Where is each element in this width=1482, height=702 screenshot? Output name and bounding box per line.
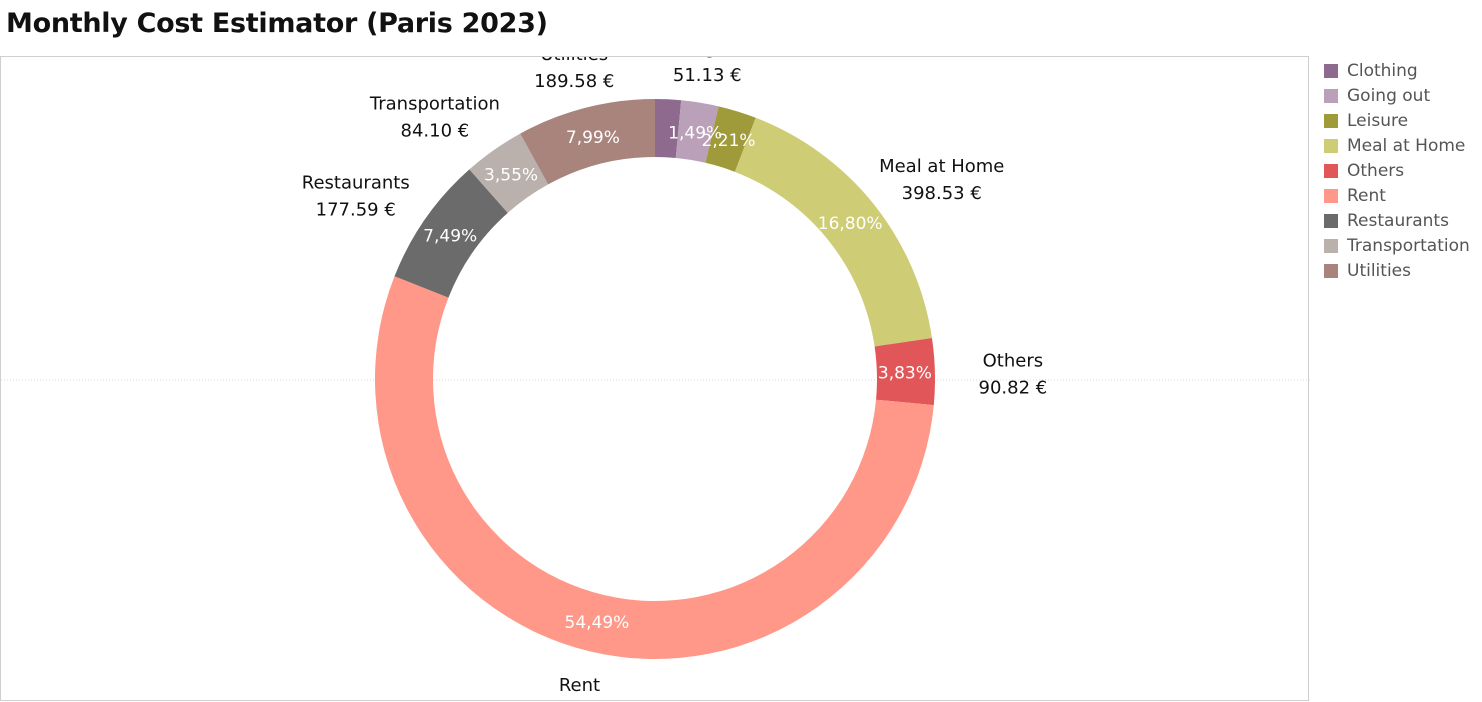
category-amount: 51.13 € (673, 65, 742, 86)
category-label-meal-at-home: Meal at Home 398.53 € (879, 156, 1004, 204)
donut-slices (375, 99, 936, 659)
legend-swatch (1324, 263, 1338, 278)
legend-label: Meal at Home (1347, 135, 1466, 156)
category-amount: 398.53 € (902, 183, 982, 204)
percent-label-others: 3,83% (878, 363, 932, 383)
category-amount: 189.58 € (534, 71, 614, 92)
donut-chart[interactable]: 1,49%2,21% 16,80% 3,83% 54,49% 7,49% 3,55% 7,9… (1, 57, 1310, 702)
category-label-others: Others 90.82 € (979, 350, 1048, 398)
category-name: Others (983, 350, 1044, 371)
legend-item-rent[interactable]: Rent (1324, 183, 1482, 208)
percent-label-leisure: 2,21% (702, 131, 756, 151)
category-amount: 177.59 € (316, 200, 396, 221)
legend-item-others[interactable]: Others (1324, 158, 1482, 183)
percent-label-rent: 54,49% (565, 613, 630, 633)
percent-label-meal-at-home: 16,80% (818, 214, 883, 234)
category-amount: 84.10 € (401, 120, 470, 141)
percent-labels: 1,49%2,21% 16,80% 3,83% 54,49% 7,49% 3,55% 7,9… (423, 123, 932, 633)
legend-item-utilities[interactable]: Utilities (1324, 258, 1482, 283)
category-name: Going out (663, 57, 751, 59)
percent-label-going-out: 1,49% (668, 123, 722, 143)
legend-item-meal-at-home[interactable]: Meal at Home (1324, 133, 1482, 158)
legend-item-restaurants[interactable]: Restaurants (1324, 208, 1482, 233)
category-label-restaurants: Restaurants 177.59 € (302, 173, 410, 221)
slice-restaurants[interactable] (394, 169, 508, 298)
legend-swatch (1324, 63, 1338, 78)
legend-label: Going out (1347, 85, 1431, 106)
legend-item-going-out[interactable]: Going out (1324, 83, 1482, 108)
legend-label: Leisure (1347, 110, 1409, 131)
slice-clothing[interactable] (655, 99, 682, 158)
slice-going-out[interactable] (675, 100, 719, 163)
slice-rent[interactable] (375, 276, 934, 659)
percent-label-utilities: 7,99% (566, 128, 620, 148)
legend-label: Clothing (1347, 60, 1418, 81)
category-name: Rent (559, 675, 600, 696)
legend-label: Transportation (1347, 235, 1470, 256)
category-name: Restaurants (302, 173, 410, 194)
slice-meal-at-home[interactable] (734, 117, 932, 347)
legend-swatch (1324, 163, 1338, 178)
chart-title: Monthly Cost Estimator (Paris 2023) (6, 8, 548, 39)
category-labels: Going out 51.13 € Meal at Home 398.53 € Othe… (302, 57, 1048, 702)
category-label-utilities: Utilities 189.58 € (534, 57, 614, 92)
legend-label: Others (1347, 160, 1405, 181)
slice-others[interactable] (874, 337, 936, 406)
category-name: Transportation (369, 93, 500, 114)
legend-swatch (1324, 188, 1338, 203)
legend-swatch (1324, 113, 1338, 128)
legend-swatch (1324, 138, 1338, 153)
legend-label: Rent (1347, 185, 1386, 206)
legend-swatch (1324, 238, 1338, 253)
slice-utilities[interactable] (520, 99, 655, 185)
legend-item-clothing[interactable]: Clothing (1324, 58, 1482, 83)
legend-swatch (1324, 213, 1338, 228)
legend-label: Utilities (1347, 260, 1411, 281)
legend-swatch (1324, 88, 1338, 103)
category-label-transportation: Transportation 84.10 € (369, 93, 500, 141)
legend: Clothing Going out Leisure Meal at Home Othe… (1324, 58, 1482, 283)
legend-item-transportation[interactable]: Transportation (1324, 233, 1482, 258)
category-amount: 90.82 € (979, 377, 1048, 398)
slice-transportation[interactable] (469, 133, 549, 213)
percent-label-restaurants: 7,49% (423, 227, 477, 247)
legend-item-leisure[interactable]: Leisure (1324, 108, 1482, 133)
category-name: Meal at Home (879, 156, 1004, 177)
category-label-rent: Rent1292.61 € (534, 675, 626, 702)
category-name: Utilities (540, 57, 608, 65)
category-label-going-out: Going out 51.13 € (663, 57, 751, 86)
slice-leisure[interactable] (705, 106, 756, 172)
percent-label-transportation: 3,55% (484, 166, 538, 186)
chart-area[interactable]: 1,49% 2,21% 16,80% 3,83% 54,49% 7,49% 3,55% 7,9… (0, 56, 1310, 702)
legend-label: Restaurants (1347, 210, 1449, 231)
